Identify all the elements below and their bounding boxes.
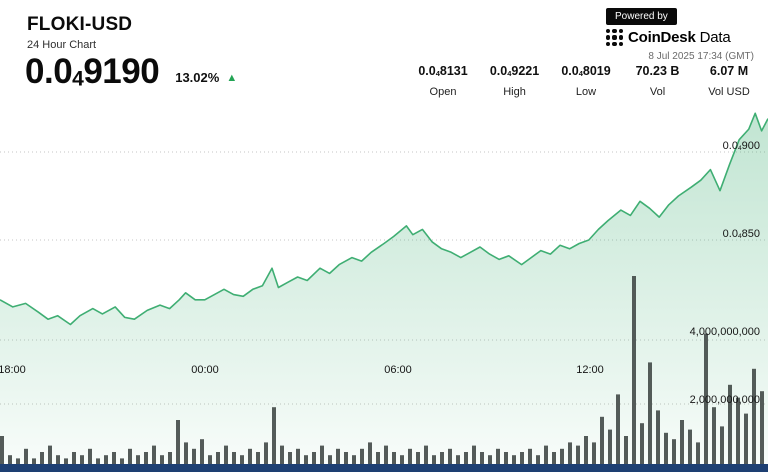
- price-prefix: 0.0: [25, 52, 73, 91]
- price-digits: 9190: [83, 52, 160, 91]
- stat-label: High: [503, 86, 526, 98]
- price-subscript: 4: [72, 67, 84, 91]
- chart-subtitle: 24 Hour Chart: [27, 39, 97, 51]
- current-price: 0.049190: [25, 52, 160, 91]
- stat-value: 6.07 M: [709, 64, 749, 78]
- stat-label: Open: [429, 86, 457, 98]
- coindesk-logo[interactable]: CoinDesk Data: [606, 29, 754, 46]
- stat-label: Low: [575, 86, 597, 98]
- stat-low: 0.048019 Low: [553, 64, 619, 98]
- coindesk-logo-icon: [606, 29, 623, 46]
- price-row: 0.049190 13.02% ▲: [25, 54, 237, 90]
- stats-row: 0.048131 Open 0.049221 High 0.048019 Low…: [410, 64, 762, 98]
- stat-value: 0.048131: [418, 64, 468, 78]
- branding-block: Powered by CoinDesk Data 8 Jul 2025 17:3…: [606, 6, 754, 62]
- price-axis-tick-850: 0.04850: [722, 228, 760, 240]
- stat-label: Vol: [649, 86, 666, 98]
- price-axis-tick-900: 0.04900: [722, 140, 760, 152]
- stat-value: 70.23 B: [635, 64, 680, 78]
- stat-open: 0.048131 Open: [410, 64, 476, 98]
- time-axis-tick-12: 12:00: [576, 364, 604, 376]
- up-arrow-icon: ▲: [226, 71, 238, 84]
- logo-text-bold: CoinDesk: [628, 29, 696, 46]
- stat-value: 0.049221: [489, 64, 540, 78]
- time-axis-tick-18: 18:00: [0, 364, 26, 376]
- header: FLOKI-USD 24 Hour Chart: [27, 14, 132, 51]
- symbol-title: FLOKI-USD: [27, 14, 133, 35]
- timestamp: 8 Jul 2025 17:34 (GMT): [648, 51, 754, 62]
- stat-volume: 70.23 B Vol: [625, 64, 691, 98]
- volume-axis-tick-4b: 4,000,000,000: [689, 326, 760, 338]
- stat-value: 0.048019: [561, 64, 611, 78]
- logo-text-light: Data: [699, 29, 731, 46]
- volume-axis-tick-2b: 2,000,000,000: [689, 394, 760, 406]
- bottom-strip: [0, 464, 768, 472]
- time-axis-tick-06: 06:00: [384, 364, 412, 376]
- powered-by-badge: Powered by: [606, 8, 677, 25]
- stat-volume-usd: 6.07 M Vol USD: [696, 64, 762, 98]
- stat-high: 0.049221 High: [482, 64, 548, 98]
- time-axis-tick-00: 00:00: [191, 364, 219, 376]
- stat-label: Vol USD: [708, 86, 750, 98]
- price-change-percent: 13.02%: [175, 69, 220, 85]
